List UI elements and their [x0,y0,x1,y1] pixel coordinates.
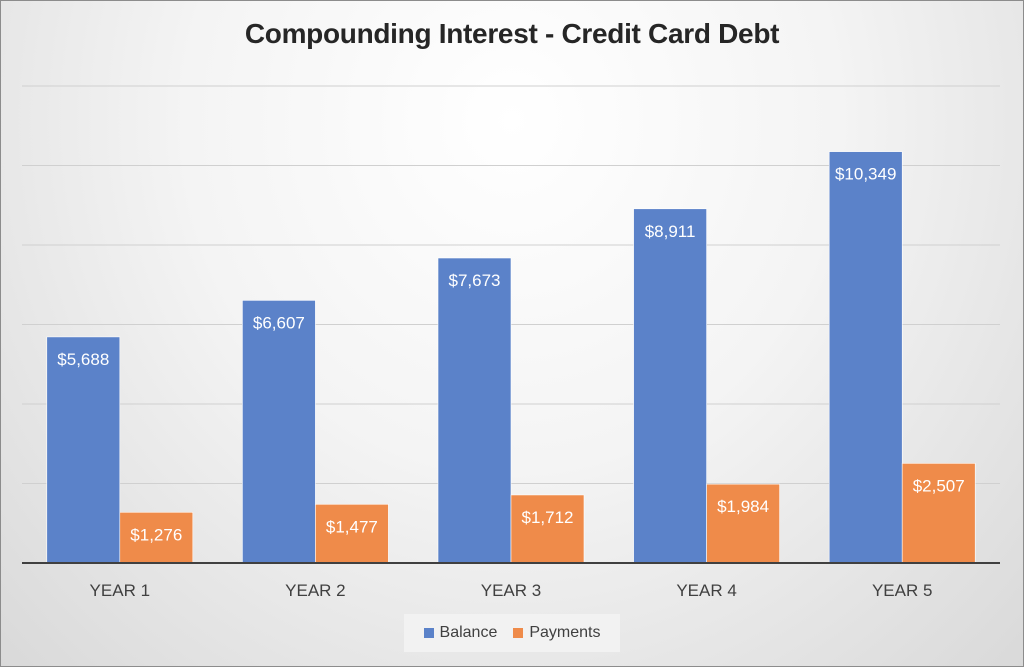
data-label-payments-4: $1,984 [717,497,769,516]
x-tick-label: YEAR 5 [872,581,932,600]
legend-label-balance: Balance [439,624,498,641]
bar-payments-4 [706,483,780,564]
data-label-balance-2: $6,607 [253,313,305,332]
data-label-payments-5: $2,507 [913,476,965,495]
bar-balance-1 [46,336,121,564]
data-label-payments-3: $1,712 [522,508,574,527]
x-tick-label: YEAR 1 [90,581,150,600]
data-label-payments-1: $1,276 [130,525,182,544]
x-tick-label: YEAR 4 [676,581,736,600]
legend-label-payments: Payments [529,624,601,641]
data-label-payments-2: $1,477 [326,517,378,536]
legend-item-payments: Payments [513,624,600,642]
bar-balance-3 [437,257,512,564]
data-label-balance-1: $5,688 [57,350,109,369]
bar-balance-2 [242,300,316,564]
legend: Balance Payments [404,614,620,652]
x-tick-label: YEAR 3 [481,581,541,600]
bar-balance-4 [633,208,707,564]
legend-item-balance: Balance [423,624,498,642]
chart-title: Compounding Interest - Credit Card Debt [244,18,780,49]
data-label-balance-5: $10,349 [835,165,896,184]
bar-balance-5 [828,151,903,564]
data-label-balance-3: $7,673 [449,271,501,290]
legend-swatch-balance [423,628,434,638]
legend-swatch-payments [513,628,524,638]
x-tick-label: YEAR 2 [285,581,345,600]
bar-payments-3 [510,494,585,564]
data-label-balance-4: $8,911 [645,222,696,241]
